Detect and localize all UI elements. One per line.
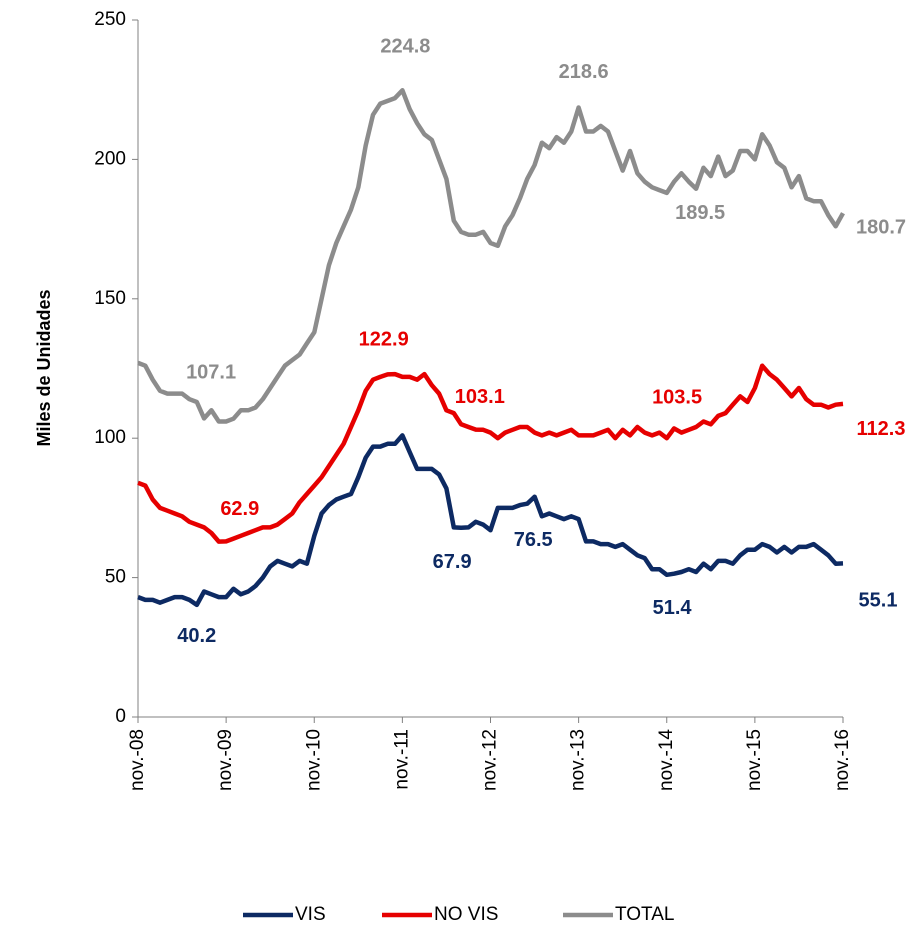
x-tick-label: nov.-16: [832, 729, 853, 791]
data-label: 224.8: [380, 36, 430, 58]
data-label: 67.9: [433, 551, 472, 573]
data-label: 40.2: [177, 625, 216, 647]
x-tick-label: nov.-09: [215, 729, 236, 791]
data-label: 103.5: [652, 387, 702, 409]
data-label: 122.9: [359, 329, 409, 351]
y-tick-label: 0: [115, 706, 126, 727]
series-line: [137, 363, 844, 544]
y-tick-label: 250: [94, 9, 126, 30]
legend-label: TOTAL: [615, 904, 674, 925]
data-label: 62.9: [220, 498, 259, 520]
series-line: [137, 88, 845, 424]
data-label: 103.1: [455, 386, 505, 408]
data-label: 189.5: [675, 202, 725, 224]
y-tick-label: 150: [94, 288, 126, 309]
data-label: 180.7: [856, 216, 906, 238]
x-tick-label: nov.-08: [127, 729, 148, 791]
data-label: 76.5: [514, 529, 553, 551]
x-tick-label: nov.-13: [568, 729, 589, 791]
x-tick-label: nov.-12: [480, 729, 501, 791]
data-label: 112.3: [857, 418, 906, 440]
y-tick-label: 200: [94, 148, 126, 169]
y-tick-label: 100: [94, 427, 126, 448]
x-tick-label: nov.-14: [656, 729, 677, 791]
y-tick-label: 50: [105, 567, 126, 588]
data-label: 51.4: [653, 597, 693, 619]
y-axis-label: Miles de Unidades: [34, 289, 54, 446]
x-tick-label: nov.-11: [391, 729, 412, 790]
legend-label: VIS: [295, 904, 326, 925]
data-label: 107.1: [186, 362, 236, 384]
data-label: 55.1: [859, 590, 898, 612]
x-tick-label: nov.-10: [303, 729, 324, 791]
series-line: [137, 433, 844, 608]
x-tick-label: nov.-15: [744, 729, 765, 791]
legend-label: NO VIS: [434, 904, 498, 925]
data-label: 218.6: [559, 61, 609, 83]
